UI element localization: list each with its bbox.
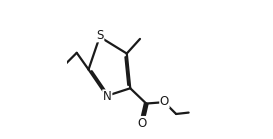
Text: S: S [96,29,104,42]
Text: N: N [103,90,112,103]
Text: O: O [137,116,146,130]
Text: O: O [160,95,169,108]
